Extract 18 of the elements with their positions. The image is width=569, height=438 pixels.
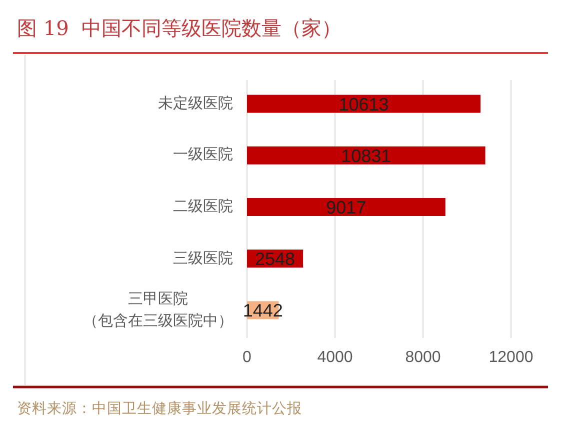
data-label: 9017 <box>326 198 366 218</box>
x-tick-label: 0 <box>242 349 252 366</box>
y-tick-label: 三级医院 <box>173 248 233 269</box>
text: 资料来源：中国卫生健康事业发展统计公报 <box>17 400 302 417</box>
bar <box>247 198 446 216</box>
bar <box>247 146 486 164</box>
x-tick-label: 8000 <box>405 349 441 366</box>
y-tick-label: 未定级医院 <box>158 92 233 114</box>
x-tick-label: 4000 <box>317 349 353 366</box>
chart-title: 图 19 中国不同等级医院数量（家） <box>17 16 342 40</box>
bar <box>247 94 480 113</box>
x-tick-label: 12000 <box>488 349 534 366</box>
y-tick-label: 二级医院 <box>173 196 233 218</box>
data-label: 10613 <box>338 94 389 114</box>
y-tick-label: 一级医院 <box>173 144 233 166</box>
data-label: 10831 <box>341 146 392 166</box>
y-tick-label: 三甲医院（包含在三级医院中） <box>83 288 233 332</box>
data-label: 2548 <box>255 249 296 270</box>
